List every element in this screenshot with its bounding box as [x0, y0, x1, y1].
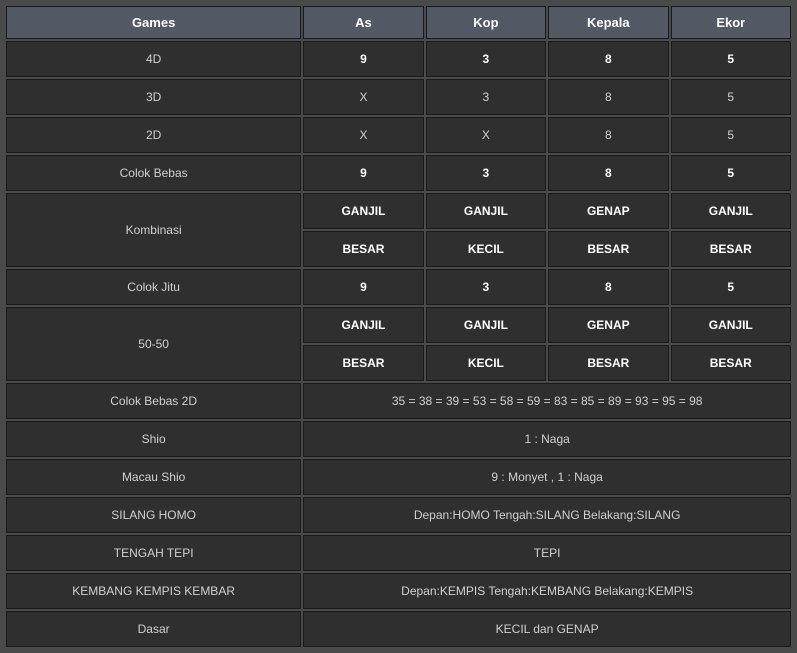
- row-label: TENGAH TEPI: [6, 535, 301, 571]
- table-row: 50-50GANJILGANJILGENAPGANJIL: [6, 307, 791, 343]
- row-label: Kombinasi: [6, 193, 301, 267]
- row-value: 35 = 38 = 39 = 53 = 58 = 59 = 83 = 85 = …: [303, 383, 791, 419]
- row-value: KECIL dan GENAP: [303, 611, 791, 647]
- row-cell: 3: [426, 269, 546, 305]
- table-row: TENGAH TEPITEPI: [6, 535, 791, 571]
- row-cell: GENAP: [548, 193, 668, 229]
- table-row: KEMBANG KEMPIS KEMBARDepan:KEMPIS Tengah…: [6, 573, 791, 609]
- row-cell: KECIL: [426, 231, 546, 267]
- row-cell: 8: [548, 79, 668, 115]
- row-cell: 9: [303, 155, 423, 191]
- row-value: 1 : Naga: [303, 421, 791, 457]
- row-label: 50-50: [6, 307, 301, 381]
- row-cell: BESAR: [671, 231, 791, 267]
- row-cell: 9: [303, 269, 423, 305]
- row-cell: BESAR: [303, 231, 423, 267]
- row-cell: GANJIL: [426, 193, 546, 229]
- row-cell: BESAR: [671, 345, 791, 381]
- row-cell: GENAP: [548, 307, 668, 343]
- table-row: Macau Shio9 : Monyet , 1 : Naga: [6, 459, 791, 495]
- row-cell: X: [303, 117, 423, 153]
- table-row: KombinasiGANJILGANJILGENAPGANJIL: [6, 193, 791, 229]
- header-kepala: Kepala: [548, 6, 668, 39]
- row-cell: 5: [671, 269, 791, 305]
- row-cell: GANJIL: [671, 307, 791, 343]
- row-value: Depan:KEMPIS Tengah:KEMBANG Belakang:KEM…: [303, 573, 791, 609]
- row-cell: 3: [426, 41, 546, 77]
- row-label: Colok Bebas 2D: [6, 383, 301, 419]
- row-label: Dasar: [6, 611, 301, 647]
- row-label: 2D: [6, 117, 301, 153]
- table-row: Colok Bebas9385: [6, 155, 791, 191]
- row-cell: KECIL: [426, 345, 546, 381]
- table-row: DasarKECIL dan GENAP: [6, 611, 791, 647]
- table-row: 2DXX85: [6, 117, 791, 153]
- row-cell: BESAR: [548, 345, 668, 381]
- table-row: Colok Bebas 2D35 = 38 = 39 = 53 = 58 = 5…: [6, 383, 791, 419]
- row-cell: 5: [671, 117, 791, 153]
- row-cell: GANJIL: [303, 307, 423, 343]
- row-cell: GANJIL: [671, 193, 791, 229]
- table-row: 4D9385: [6, 41, 791, 77]
- row-label: KEMBANG KEMPIS KEMBAR: [6, 573, 301, 609]
- row-label: Colok Jitu: [6, 269, 301, 305]
- table-header-row: Games As Kop Kepala Ekor: [6, 6, 791, 39]
- row-cell: 9: [303, 41, 423, 77]
- row-label: Shio: [6, 421, 301, 457]
- table-row: Shio1 : Naga: [6, 421, 791, 457]
- table-row: 3DX385: [6, 79, 791, 115]
- row-label: SILANG HOMO: [6, 497, 301, 533]
- row-cell: X: [426, 117, 546, 153]
- row-label: 4D: [6, 41, 301, 77]
- row-cell: GANJIL: [303, 193, 423, 229]
- row-cell: GANJIL: [426, 307, 546, 343]
- row-cell: 5: [671, 79, 791, 115]
- table-body: 4D93853DX3852DXX85Colok Bebas9385Kombina…: [6, 41, 791, 647]
- row-cell: X: [303, 79, 423, 115]
- row-label: 3D: [6, 79, 301, 115]
- header-ekor: Ekor: [671, 6, 791, 39]
- row-cell: 8: [548, 41, 668, 77]
- row-cell: BESAR: [548, 231, 668, 267]
- row-value: Depan:HOMO Tengah:SILANG Belakang:SILANG: [303, 497, 791, 533]
- header-as: As: [303, 6, 423, 39]
- row-label: Macau Shio: [6, 459, 301, 495]
- table-row: Colok Jitu9385: [6, 269, 791, 305]
- header-kop: Kop: [426, 6, 546, 39]
- games-table: Games As Kop Kepala Ekor 4D93853DX3852DX…: [4, 4, 793, 649]
- header-games: Games: [6, 6, 301, 39]
- row-cell: BESAR: [303, 345, 423, 381]
- row-cell: 3: [426, 155, 546, 191]
- row-cell: 3: [426, 79, 546, 115]
- row-value: 9 : Monyet , 1 : Naga: [303, 459, 791, 495]
- row-cell: 8: [548, 269, 668, 305]
- row-cell: 8: [548, 155, 668, 191]
- table-row: SILANG HOMODepan:HOMO Tengah:SILANG Bela…: [6, 497, 791, 533]
- row-cell: 5: [671, 155, 791, 191]
- row-label: Colok Bebas: [6, 155, 301, 191]
- row-cell: 5: [671, 41, 791, 77]
- row-value: TEPI: [303, 535, 791, 571]
- row-cell: 8: [548, 117, 668, 153]
